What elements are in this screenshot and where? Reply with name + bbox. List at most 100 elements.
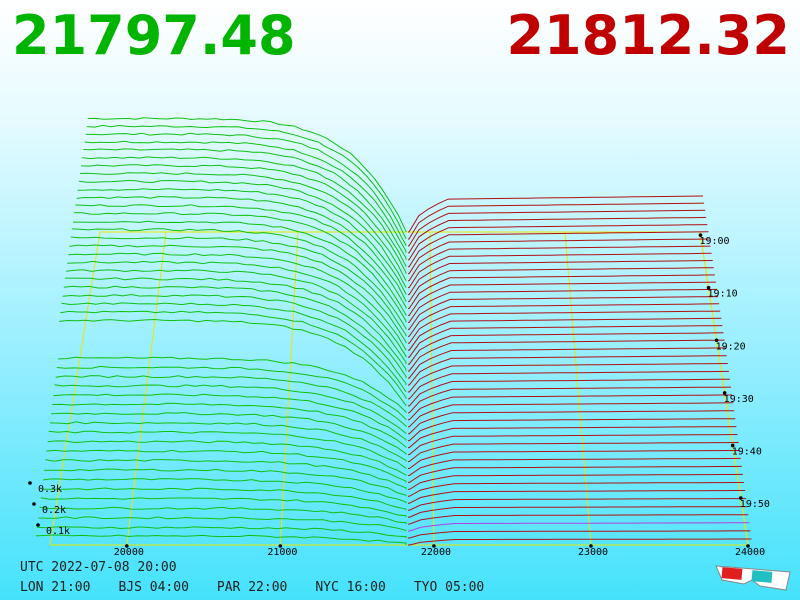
bid-depth-line xyxy=(64,277,407,372)
bid-depth-line xyxy=(37,526,407,539)
ask-depth-line xyxy=(407,224,708,261)
bid-depth-line xyxy=(41,487,407,511)
bid-depth-line xyxy=(63,285,407,379)
bid-depth-line xyxy=(81,164,407,274)
bid-depth-line xyxy=(68,252,407,351)
ask-depth-line xyxy=(407,339,725,372)
ask-depth-line xyxy=(407,530,751,539)
bid-depth-line xyxy=(35,534,407,546)
volume-label: 0.2k xyxy=(42,505,66,516)
bid-depth-line xyxy=(67,260,407,358)
bid-depth-line xyxy=(66,269,407,365)
ask-depth-line xyxy=(407,317,722,351)
ask-depth-line xyxy=(407,490,745,504)
ask-depth-line xyxy=(407,363,728,393)
bid-depth-line xyxy=(51,412,407,455)
ask-depth-line xyxy=(407,288,718,323)
zone-time: NYC 16:00 xyxy=(315,580,386,595)
bid-depth-line xyxy=(77,188,407,295)
ask-depth-line xyxy=(407,522,750,532)
ask-depth-line xyxy=(407,245,711,282)
bid-depth-line xyxy=(55,375,407,427)
zone-time: TYO 05:00 xyxy=(413,580,485,595)
time-label: 19:00 xyxy=(699,236,729,247)
bid-depth-line xyxy=(85,132,407,246)
ask-depth-line xyxy=(407,506,748,518)
bid-depth-line xyxy=(45,459,407,490)
ask-depth-line xyxy=(407,231,709,268)
ask-depth-line xyxy=(407,442,739,463)
time-label: 19:50 xyxy=(740,499,770,510)
bid-depth-line xyxy=(87,117,407,232)
price-tick xyxy=(589,544,593,548)
bid-price: 21797.48 xyxy=(12,4,296,67)
volume-label: 0.3k xyxy=(38,484,62,495)
zone-time: PAR 22:00 xyxy=(216,580,288,595)
bid-depth-line xyxy=(52,402,407,448)
zone-time: LON 21:00 xyxy=(20,580,91,595)
ask-depth-line xyxy=(407,426,737,449)
bid-depth-line xyxy=(47,440,407,476)
ask-depth-line xyxy=(407,498,747,511)
floor-line xyxy=(126,231,167,546)
ask-depth-line xyxy=(407,450,740,470)
ask-depth-line xyxy=(407,347,726,379)
ask-depth-line xyxy=(407,457,741,476)
ask-depth-line xyxy=(407,434,738,456)
time-label: 19:30 xyxy=(724,394,754,405)
ask-depth-line xyxy=(407,303,720,337)
bid-depth-line xyxy=(71,228,407,330)
bid-depth-line xyxy=(59,318,407,406)
bid-depth-line xyxy=(84,140,407,253)
floor-line xyxy=(49,231,101,546)
bid-depth-line xyxy=(75,204,407,309)
bid-depth-line xyxy=(54,384,407,434)
bid-depth-line xyxy=(78,179,407,288)
ask-depth-line xyxy=(408,195,704,233)
ask-depth-line xyxy=(407,410,735,435)
bid-depth-line xyxy=(83,148,407,260)
time-zones: LON 21:00 BJS 04:00 PAR 22:00 NYC 16:00 TYO … xyxy=(20,580,512,595)
bid-depth-line xyxy=(79,172,407,281)
bid-depth-line xyxy=(42,478,407,504)
time-label: 19:10 xyxy=(708,289,738,300)
price-label: 23000 xyxy=(578,547,608,558)
price-label: 20000 xyxy=(114,547,144,558)
ask-depth-line xyxy=(407,473,743,490)
time-tick xyxy=(714,338,719,343)
ask-depth-line xyxy=(407,538,752,546)
ask-depth-line xyxy=(407,310,721,344)
bid-depth-line xyxy=(70,236,407,337)
bid-depth-line xyxy=(86,124,407,240)
bid-depth-line xyxy=(46,449,407,483)
ask-depth-line xyxy=(407,370,729,400)
time-tick xyxy=(739,496,743,500)
bid-depth-line xyxy=(56,365,407,420)
bid-depth-line xyxy=(74,212,407,316)
bid-depth-line xyxy=(44,468,407,497)
price-tick xyxy=(432,544,436,548)
bid-depth-line xyxy=(61,302,407,393)
bid-depth-line xyxy=(39,506,407,525)
price-label: 21000 xyxy=(267,547,297,558)
bid-depth-line xyxy=(40,497,407,518)
time-label: 19:20 xyxy=(716,341,746,352)
price-label: 24000 xyxy=(735,547,765,558)
bid-depth-line xyxy=(57,356,407,413)
ask-depth-line xyxy=(407,296,719,330)
bid-depth-line xyxy=(76,195,407,302)
price-tick xyxy=(278,544,283,548)
time-tick xyxy=(722,391,727,395)
ask-depth-line xyxy=(407,274,715,310)
bid-depth-line xyxy=(48,430,407,469)
ask-depth-line xyxy=(407,465,742,483)
ask-depth-line xyxy=(407,394,733,421)
utc-time: UTC 2022-07-08 20:00 xyxy=(20,560,177,575)
ask-depth-line xyxy=(407,252,712,289)
bid-depth-line xyxy=(73,220,407,323)
volume-label: 0.1k xyxy=(46,526,70,537)
time-tick xyxy=(730,443,735,448)
bid-depth-line xyxy=(38,516,407,532)
ask-depth-line xyxy=(407,260,713,296)
